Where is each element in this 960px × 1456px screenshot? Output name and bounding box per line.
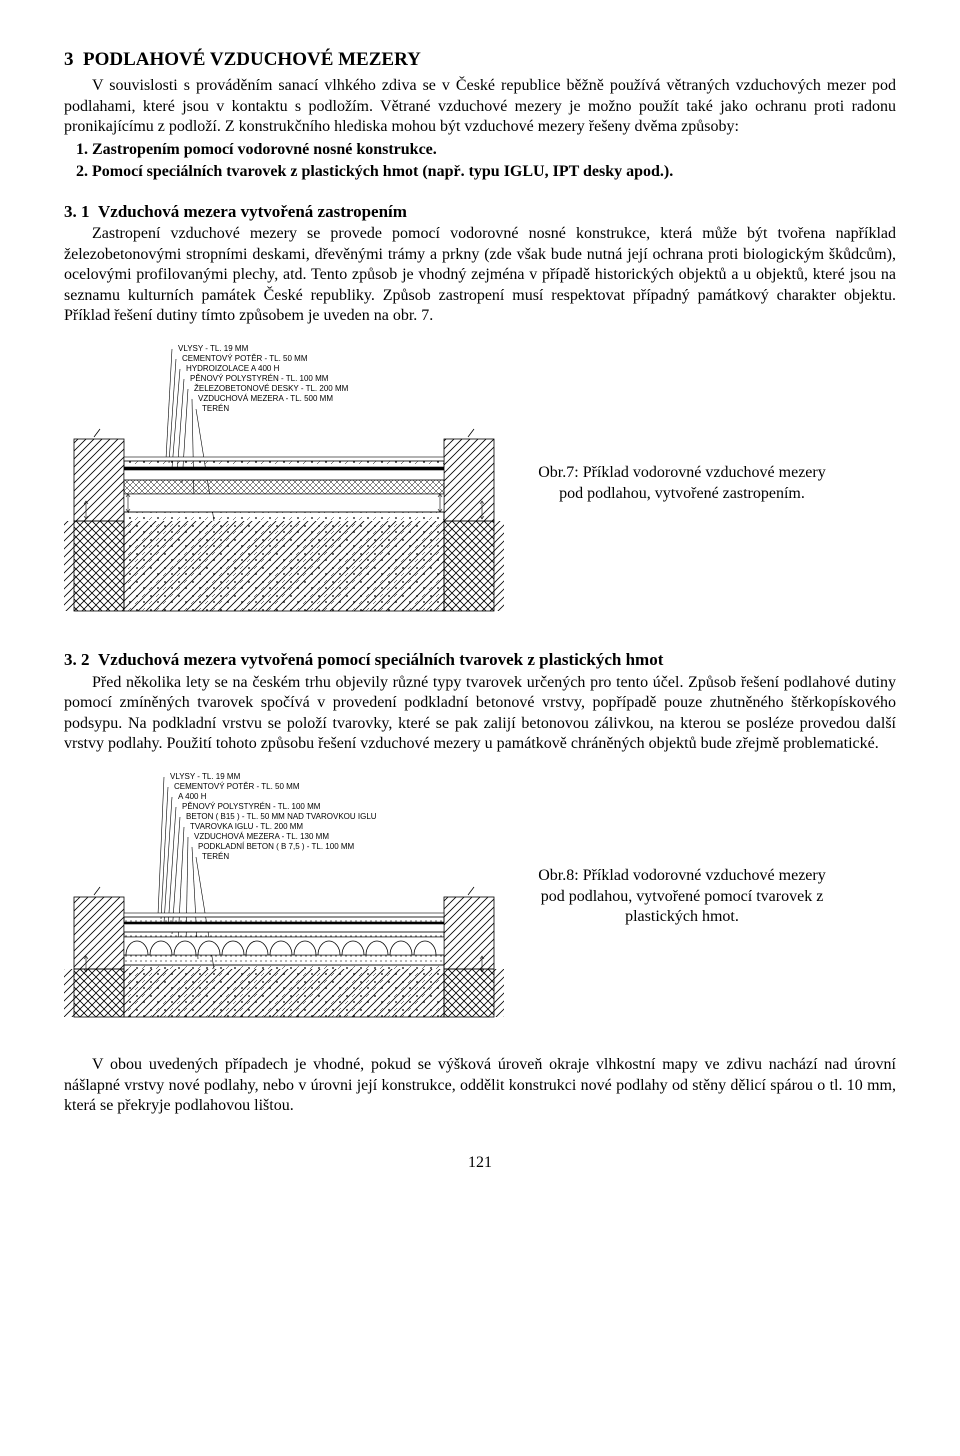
svg-text:PĚNOVÝ POLYSTYRÉN - TL. 100 MM: PĚNOVÝ POLYSTYRÉN - TL. 100 MM [190,374,329,383]
svg-text:VLYSY - TL. 19 MM: VLYSY - TL. 19 MM [170,772,241,781]
svg-text:CEMENTOVÝ POTĚR - TL. 50 MM: CEMENTOVÝ POTĚR - TL. 50 MM [174,782,300,791]
intro-paragraph: V souvislosti s prováděním sanací vlhkéh… [64,76,896,137]
svg-text:TERÉN: TERÉN [202,404,229,413]
svg-text:CEMENTOVÝ POTĚR - TL. 50 MM: CEMENTOVÝ POTĚR - TL. 50 MM [182,354,308,363]
svg-text:ŽELEZOBETONOVÉ DESKY - TL. 200: ŽELEZOBETONOVÉ DESKY - TL. 200 MM [194,384,349,393]
svg-text:VZDUCHOVÁ MEZERA - TL. 130 MM: VZDUCHOVÁ MEZERA - TL. 130 MM [194,832,329,841]
svg-text:PODKLADNÍ BETON ( B 7,5 ) - TL: PODKLADNÍ BETON ( B 7,5 ) - TL. 100 MM [198,842,355,851]
svg-text:VZDUCHOVÁ MEZERA - TL. 500 MM: VZDUCHOVÁ MEZERA - TL. 500 MM [198,394,333,403]
list-item: Zastropením pomocí vodorovné nosné konst… [92,140,896,160]
section-number: 3 [64,49,74,70]
figure-8-drawing: VLYSY - TL. 19 MM CEMENTOVÝ POTĚR - TL. … [64,769,504,1025]
page-number: 121 [64,1153,896,1173]
figure-7-caption: Obr.7: Příklad vodorovné vzduchové mezer… [532,463,832,505]
list-item: Pomocí speciálních tvarovek z plastickýc… [92,162,896,182]
svg-text:BETON ( B15 ) - TL. 50 MM NAD: BETON ( B15 ) - TL. 50 MM NAD TVAROVKOU … [186,812,377,821]
closing-paragraph: V obou uvedených případech je vhodné, po… [64,1055,896,1116]
svg-text:TERÉN: TERÉN [202,852,229,861]
subsection-title-text: Vzduchová mezera vytvořená zastropením [98,202,407,221]
sub2-body: Před několika lety se na českém trhu obj… [64,673,896,755]
figure-8: VLYSY - TL. 19 MM CEMENTOVÝ POTĚR - TL. … [64,769,896,1025]
section-heading: 3 PODLAHOVÉ VZDUCHOVÉ MEZERY [64,48,896,72]
method-list: Zastropením pomocí vodorovné nosné konst… [64,140,896,183]
figure-7-drawing: VLYSY - TL. 19 MM CEMENTOVÝ POTĚR - TL. … [64,341,504,627]
svg-text:A 400 H: A 400 H [178,792,207,801]
svg-text:TVAROVKA IGLU - TL. 200 MM: TVAROVKA IGLU - TL. 200 MM [190,822,303,831]
svg-text:HYDROIZOLACE A 400 H: HYDROIZOLACE A 400 H [186,364,280,373]
subsection-heading: 3. 1 Vzduchová mezera vytvořená zastrope… [64,201,896,223]
figure-8-caption: Obr.8: Příklad vodorovné vzduchové mezer… [532,866,832,928]
subsection-number: 3. 2 [64,650,90,669]
svg-text:VLYSY - TL. 19 MM: VLYSY - TL. 19 MM [178,344,249,353]
subsection-title-text: Vzduchová mezera vytvořená pomocí speciá… [98,650,663,669]
svg-text:PĚNOVÝ POLYSTYRÉN - TL. 100 MM: PĚNOVÝ POLYSTYRÉN - TL. 100 MM [182,802,321,811]
section-title-text: PODLAHOVÉ VZDUCHOVÉ MEZERY [83,49,421,70]
subsection-heading: 3. 2 Vzduchová mezera vytvořená pomocí s… [64,649,896,671]
sub1-body: Zastropení vzduchové mezery se provede p… [64,224,896,326]
figure-7: VLYSY - TL. 19 MM CEMENTOVÝ POTĚR - TL. … [64,341,896,627]
subsection-number: 3. 1 [64,202,90,221]
